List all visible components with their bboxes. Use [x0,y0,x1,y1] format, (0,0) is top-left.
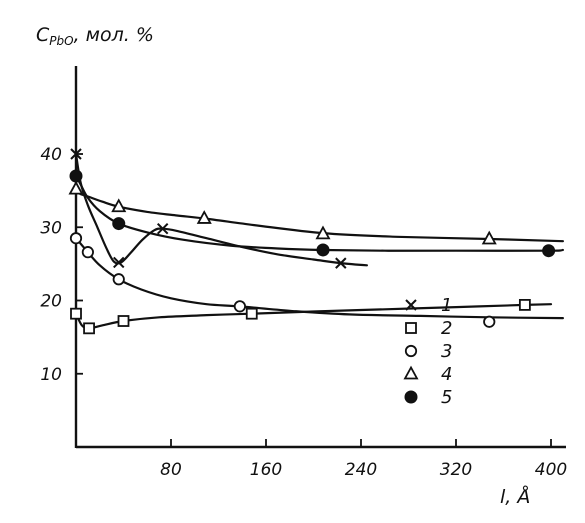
legend-label: 5 [441,387,452,408]
series-4-point [196,210,212,224]
series-3-line [74,237,564,320]
x-tick-label: 80 [160,460,182,480]
x-tick-label: 400 [535,460,567,480]
series-5-point [112,217,126,231]
series-2-point [117,315,130,327]
series-4-point [481,230,497,245]
series-5-point [69,169,83,183]
legend-marker-3 [404,344,418,358]
legend-label: 3 [441,341,452,362]
series-4-point [111,198,127,213]
series-2-point [518,298,531,311]
y-tick-label: 10 [40,365,62,385]
x-tick-label: 240 [345,460,377,480]
series-1-point [70,148,82,160]
series-5-point [542,244,556,258]
legend-label: 2 [441,318,452,339]
series-1-point [113,256,125,269]
series-markers [68,148,556,335]
series-5-point [316,243,330,257]
series-3-point [112,273,125,286]
series-3-point [483,315,496,328]
legend-label: 1 [441,295,452,316]
series-1-line [74,152,368,267]
series-1-point [156,223,169,235]
y-axis-title-unit: , мол. % [74,24,154,46]
y-tick-label: 40 [40,145,62,165]
series-2-point [83,322,95,335]
legend-marker-1 [405,299,417,311]
series-3-point [69,232,83,245]
y-axis-title-symbol: C [36,24,50,46]
series-2-point [70,307,82,320]
legend-marker-2 [405,322,417,334]
y-axis-title: CPbO, мол. % [36,24,154,48]
series-2-point [245,307,258,320]
y-tick-label: 30 [40,218,62,238]
y-axis-title-subscript: PbO [49,34,73,48]
series-4-point [315,225,331,240]
series-5-line [74,174,564,252]
legend-marker-5 [404,390,418,404]
x-tick-label: 320 [440,460,472,480]
legend-label: 4 [441,364,452,385]
axes [74,66,566,449]
ticks: 80 160 240 320 400 10 20 30 40 [40,145,567,480]
series-4-point [68,180,84,195]
x-tick-label: 160 [250,460,282,480]
series-3-point [233,300,246,313]
x-axis-title: l, Å [500,485,530,508]
series-3-point [81,246,94,259]
y-tick-label: 20 [40,292,62,312]
series-1-point [335,257,347,269]
legend-marker-4 [403,365,419,380]
